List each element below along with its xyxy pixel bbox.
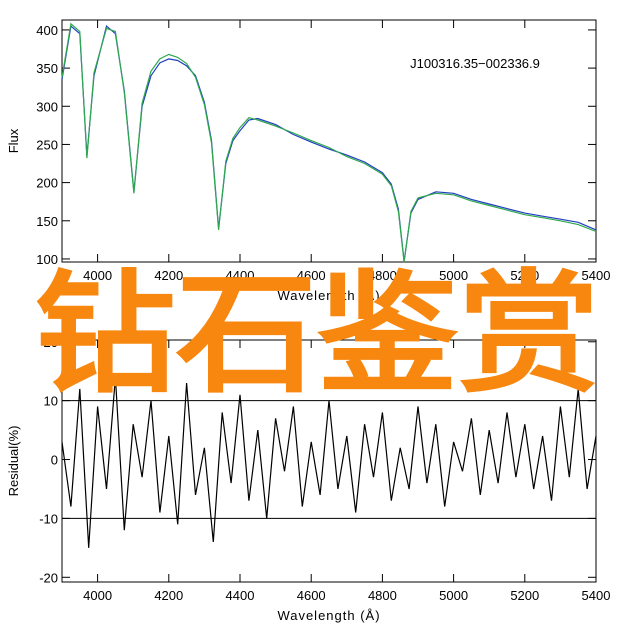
plot-frame [61, 339, 597, 583]
y-axis-label: Residual(%) [6, 426, 21, 497]
x-tick-label: 5400 [582, 268, 611, 283]
series-line [61, 22, 597, 263]
x-tick-label: 4800 [368, 588, 397, 603]
y-tick-label: 250 [36, 137, 58, 152]
x-tick-label: 4600 [297, 268, 326, 283]
x-tick-label: 4400 [226, 588, 255, 603]
annotation: J100316.35−002336.9 [410, 56, 540, 71]
x-tick-label: 4600 [297, 588, 326, 603]
y-tick-label: 400 [36, 23, 58, 38]
y-tick-label: 100 [36, 252, 58, 267]
x-tick-label: 4000 [83, 588, 112, 603]
watermark: 钻石鉴赏 [35, 261, 600, 408]
y-tick-label: 300 [36, 99, 58, 114]
y-tick-label: 200 [36, 176, 58, 191]
x-tick-label: 4200 [154, 268, 183, 283]
plot-frame [61, 19, 597, 263]
x-axis-label: Wavelength (Å) [277, 608, 380, 623]
y-tick-label: 150 [36, 214, 58, 229]
x-tick-label: 4400 [226, 268, 255, 283]
y-tick-label: 10 [44, 394, 58, 409]
x-tick-label: 5000 [439, 268, 468, 283]
x-tick-label: 4800 [368, 268, 397, 283]
x-axis-label: Wavelength (Å) [277, 288, 380, 303]
x-tick-label: 5200 [510, 268, 539, 283]
y-tick-label: 20 [44, 335, 58, 350]
series-line [61, 377, 597, 548]
x-tick-label: 5400 [582, 588, 611, 603]
x-tick-label: 4000 [83, 268, 112, 283]
y-tick-label: -20 [39, 570, 58, 585]
x-tick-label: 4200 [154, 588, 183, 603]
x-tick-label: 5200 [510, 588, 539, 603]
y-tick-label: -10 [39, 511, 58, 526]
x-tick-label: 5000 [439, 588, 468, 603]
y-tick-label: 350 [36, 61, 58, 76]
y-tick-label: 0 [51, 453, 58, 468]
y-axis-label: Flux [6, 128, 21, 153]
